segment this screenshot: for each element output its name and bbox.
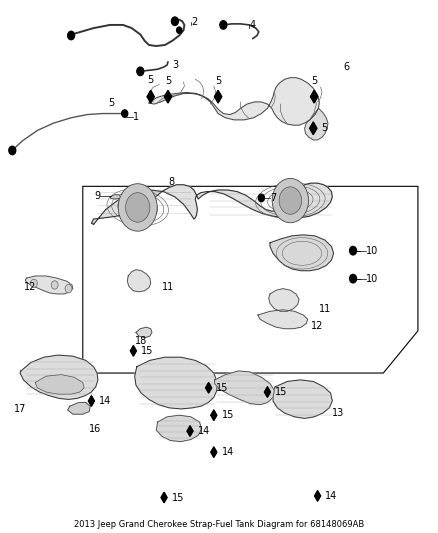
- Text: 11: 11: [318, 304, 331, 314]
- Polygon shape: [187, 426, 193, 437]
- Text: 10: 10: [366, 246, 378, 256]
- Circle shape: [177, 27, 182, 34]
- Polygon shape: [110, 195, 120, 199]
- Text: 5: 5: [215, 76, 221, 86]
- Text: 10: 10: [366, 273, 378, 284]
- Circle shape: [31, 279, 37, 288]
- Polygon shape: [211, 447, 217, 457]
- Polygon shape: [134, 357, 217, 409]
- Polygon shape: [67, 402, 90, 414]
- Text: 15: 15: [172, 492, 184, 503]
- Text: 5: 5: [321, 123, 327, 133]
- Polygon shape: [20, 355, 98, 399]
- Circle shape: [9, 146, 16, 155]
- Polygon shape: [92, 183, 332, 224]
- Text: 1: 1: [133, 112, 139, 122]
- Circle shape: [272, 179, 308, 223]
- Text: 15: 15: [275, 387, 288, 397]
- Text: 2013 Jeep Grand Cherokee Strap-Fuel Tank Diagram for 68148069AB: 2013 Jeep Grand Cherokee Strap-Fuel Tank…: [74, 520, 364, 529]
- Text: 13: 13: [332, 408, 345, 418]
- Text: 18: 18: [134, 336, 147, 346]
- Polygon shape: [127, 270, 151, 292]
- Text: 5: 5: [165, 76, 171, 86]
- Circle shape: [67, 31, 74, 39]
- Text: 14: 14: [99, 396, 111, 406]
- Text: 16: 16: [89, 424, 102, 434]
- Polygon shape: [161, 492, 167, 503]
- Text: 4: 4: [249, 20, 255, 30]
- Polygon shape: [273, 380, 332, 418]
- Circle shape: [171, 17, 178, 26]
- Circle shape: [137, 67, 144, 76]
- Text: 5: 5: [311, 76, 317, 86]
- Text: 11: 11: [162, 281, 174, 292]
- Polygon shape: [205, 383, 212, 393]
- Polygon shape: [131, 345, 136, 356]
- Polygon shape: [156, 415, 202, 442]
- Polygon shape: [310, 122, 317, 135]
- Polygon shape: [149, 78, 319, 125]
- Polygon shape: [270, 235, 334, 271]
- Circle shape: [279, 187, 302, 214]
- Polygon shape: [35, 375, 84, 394]
- Polygon shape: [147, 90, 154, 103]
- Polygon shape: [265, 387, 270, 397]
- Text: 5: 5: [108, 98, 114, 108]
- Text: 14: 14: [222, 447, 234, 457]
- Polygon shape: [164, 90, 172, 103]
- Circle shape: [350, 246, 357, 255]
- Circle shape: [258, 194, 265, 201]
- Text: 12: 12: [311, 320, 323, 330]
- Text: 3: 3: [172, 60, 178, 70]
- Text: 6: 6: [343, 62, 350, 72]
- Text: 15: 15: [216, 383, 229, 393]
- Polygon shape: [304, 108, 328, 140]
- Polygon shape: [269, 289, 299, 311]
- Polygon shape: [211, 410, 217, 421]
- Polygon shape: [258, 310, 307, 329]
- Text: 9: 9: [94, 191, 100, 201]
- Circle shape: [350, 274, 357, 283]
- Circle shape: [118, 184, 157, 231]
- Circle shape: [220, 21, 227, 29]
- Polygon shape: [215, 371, 274, 405]
- Circle shape: [51, 281, 58, 289]
- Polygon shape: [25, 276, 73, 294]
- Polygon shape: [136, 327, 152, 338]
- Text: 14: 14: [325, 491, 338, 501]
- Text: 17: 17: [14, 404, 26, 414]
- Text: 7: 7: [270, 193, 276, 203]
- Text: 15: 15: [141, 346, 154, 356]
- Circle shape: [126, 192, 150, 222]
- Polygon shape: [215, 90, 222, 103]
- Polygon shape: [314, 491, 321, 501]
- Text: 2: 2: [191, 17, 197, 27]
- Polygon shape: [88, 395, 95, 406]
- Circle shape: [65, 285, 72, 293]
- Text: 8: 8: [168, 177, 174, 187]
- Text: 12: 12: [24, 281, 36, 292]
- Text: 14: 14: [198, 426, 210, 436]
- Text: 5: 5: [148, 75, 154, 85]
- Circle shape: [122, 110, 128, 117]
- Polygon shape: [311, 90, 318, 103]
- Text: 15: 15: [222, 410, 234, 420]
